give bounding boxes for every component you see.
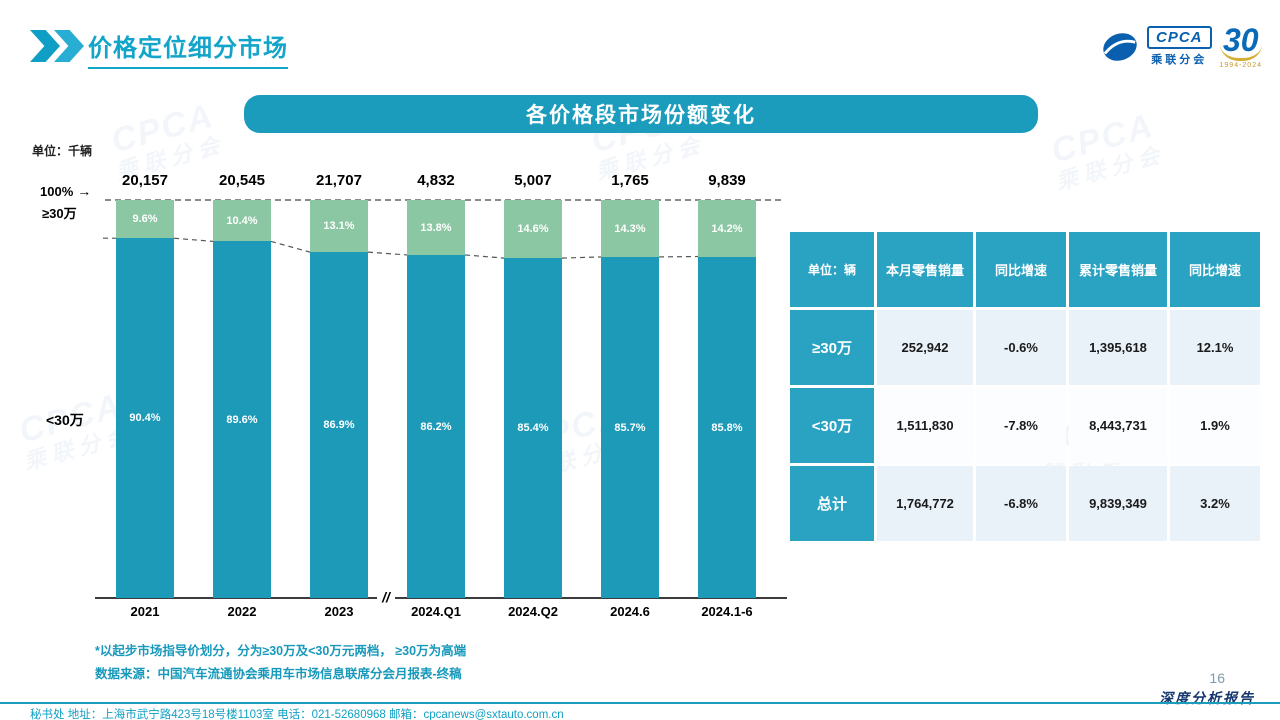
report-label: 深度分析报告 — [1159, 690, 1255, 706]
table-row-label: ≥30万 — [790, 310, 874, 385]
bar-segment-ge30: 9.6% — [116, 200, 174, 238]
footer-divider — [0, 702, 1280, 704]
page-number: 16 — [1209, 670, 1225, 686]
bar-total-label: 20,157 — [122, 172, 168, 189]
bar-column-2024.6: 1,765 14.3% 85.7% 2024.6 — [585, 168, 675, 620]
bar-percent-label: 90.4% — [129, 412, 161, 424]
bar-segment-lt30: 86.2% — [407, 255, 465, 598]
bar-segment-ge30: 10.4% — [213, 200, 271, 241]
anniversary-logo: 30 1994-2024 — [1219, 24, 1262, 69]
footer-contact-info: 秘书处 地址：上海市武宁路423号18号楼1103室 电话：021-526809… — [30, 709, 564, 720]
axis-label-ge30: ≥30万 — [42, 206, 77, 221]
table-header-cell: 同比增速 — [1170, 232, 1260, 307]
bar-column-2024.Q2: 5,007 14.6% 85.4% 2024.Q2 — [488, 168, 578, 620]
bar-total-label: 1,765 — [611, 172, 649, 189]
note-data-source: 数据来源：中国汽车流通协会乘用车市场信息联席分会月报表-终稿 — [95, 667, 462, 681]
bar-column-2021: 20,157 9.6% 90.4% 2021 — [100, 168, 190, 620]
bar-category-label: 2024.1-6 — [701, 604, 753, 619]
bar-segment-lt30: 86.9% — [310, 252, 368, 598]
bar-category-label: 2024.Q1 — [411, 604, 461, 619]
title-chevrons-icon — [30, 30, 84, 62]
logo-area: CPCA 乘联分会 30 1994-2024 — [1101, 24, 1262, 69]
cpca-wordmark-block: CPCA 乘联分会 — [1147, 26, 1212, 67]
bar-category-label: 2022 — [227, 604, 257, 619]
bar-total-label: 9,839 — [708, 172, 746, 189]
table-cell: -6.8% — [976, 466, 1066, 541]
arrow-right-icon: → — [77, 183, 92, 199]
axis-label-100-text: 100% — [40, 183, 74, 199]
table-cell: -0.6% — [976, 310, 1066, 385]
bar-segment-lt30: 85.8% — [698, 257, 756, 598]
table-cell: 1,764,772 — [877, 466, 973, 541]
anniversary-years: 1994-2024 — [1219, 62, 1262, 69]
summary-table: 单位：辆 本月零售销量 同比增速 累计零售销量 同比增速 ≥30万 252,942 -0.6%… — [790, 232, 1260, 541]
bar-category-label: 2024.Q2 — [508, 604, 558, 619]
bar-segment-ge30: 13.8% — [407, 200, 465, 255]
bar-segment-lt30: 85.7% — [601, 257, 659, 598]
bar-category-label: 2024.6 — [610, 604, 650, 619]
bar-segment-lt30: 89.6% — [213, 241, 271, 598]
bar-percent-label: 9.6% — [132, 213, 158, 225]
x-axis-line — [95, 597, 787, 599]
bar-segment-ge30: 14.2% — [698, 200, 756, 257]
bar-total-label: 4,832 — [417, 172, 455, 189]
axis-label-100: 100% → — [40, 183, 91, 199]
bar-percent-label: 13.1% — [323, 220, 355, 232]
table-cell: 8,443,731 — [1069, 388, 1167, 463]
table-header-cell: 累计零售销量 — [1069, 232, 1167, 307]
axis-break-symbol: // — [377, 587, 395, 607]
page-title: 价格定位细分市场 — [88, 28, 288, 69]
bar-column-2024.Q1: 4,832 13.8% 86.2% 2024.Q1 — [391, 168, 481, 620]
bar-segment-lt30: 85.4% — [504, 258, 562, 598]
bar-segment-ge30: 14.3% — [601, 200, 659, 257]
bar-category-label: 2023 — [324, 604, 354, 619]
bar-segment-lt30: 90.4% — [116, 238, 174, 598]
bar-percent-label: 14.2% — [711, 222, 743, 235]
bar-percent-label: 14.3% — [614, 222, 646, 235]
bar-percent-label: 85.7% — [614, 421, 646, 434]
table-row-label: 总计 — [790, 466, 874, 541]
cpca-swoosh-icon — [1103, 32, 1137, 61]
chevron-right-icon — [30, 30, 60, 62]
bar-percent-label: 86.2% — [420, 420, 452, 433]
table-row-label: <30万 — [790, 388, 874, 463]
axis-label-lt30: <30万 — [46, 412, 84, 428]
bar-percent-label: 13.8% — [420, 221, 452, 234]
table-header-cell: 同比增速 — [976, 232, 1066, 307]
bar-category-label: 2021 — [130, 604, 160, 619]
table-cell: 1.9% — [1170, 388, 1260, 463]
bar-percent-label: 86.9% — [323, 419, 355, 431]
table-header-cell: 单位：辆 — [790, 232, 874, 307]
bar-total-label: 21,707 — [316, 172, 362, 189]
bar-percent-label: 85.8% — [711, 421, 743, 434]
note-pricing-definition: *以起步市场指导价划分，分为≥30万及<30万元两档， ≥30万为高端 — [95, 644, 467, 658]
bar-column-2022: 20,545 10.4% 89.6% 2022 — [197, 168, 287, 620]
anniversary-number: 30 — [1219, 24, 1262, 61]
bar-segment-ge30: 13.1% — [310, 200, 368, 252]
section-banner: 各价格段市场份额变化 — [244, 95, 1038, 133]
table-cell: 1,395,618 — [1069, 310, 1167, 385]
table-cell: 12.1% — [1170, 310, 1260, 385]
unit-label: 单位：千辆 — [32, 144, 93, 158]
chart: // 20,157 9.6% 90.4% 2021 20,545 10.4% 89.6% 20… — [95, 168, 791, 620]
table-cell: 3.2% — [1170, 466, 1260, 541]
bar-total-label: 5,007 — [514, 172, 552, 189]
bar-percent-label: 89.6% — [226, 413, 258, 426]
table-cell: -7.8% — [976, 388, 1066, 463]
bar-column-2024.1-6: 9,839 14.2% 85.8% 2024.1-6 — [682, 168, 772, 620]
cpca-wordmark: CPCA — [1147, 26, 1212, 49]
table-cell: 252,942 — [877, 310, 973, 385]
cpca-subtitle: 乘联分会 — [1151, 54, 1208, 66]
bar-segment-ge30: 14.6% — [504, 200, 562, 258]
table-cell: 9,839,349 — [1069, 466, 1167, 541]
bar-percent-label: 14.6% — [517, 223, 549, 235]
bar-column-2023: 21,707 13.1% 86.9% 2023 — [294, 168, 384, 620]
table-header-cell: 本月零售销量 — [877, 232, 973, 307]
table-cell: 1,511,830 — [877, 388, 973, 463]
bar-percent-label: 85.4% — [517, 422, 549, 434]
bar-total-label: 20,545 — [219, 172, 265, 189]
bar-percent-label: 10.4% — [226, 214, 258, 227]
